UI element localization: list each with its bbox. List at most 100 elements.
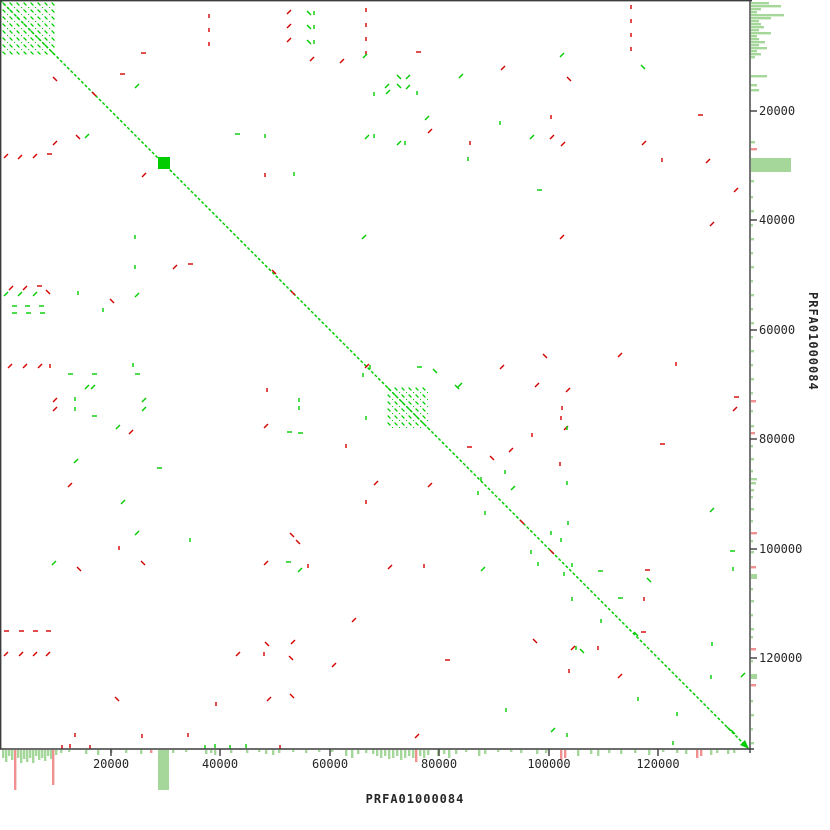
- hist-bar: [14, 750, 17, 790]
- match-mark: [510, 485, 516, 491]
- x-tick-label: 80000: [420, 757, 458, 771]
- hist-bar: [751, 432, 755, 435]
- hist-bar: [125, 750, 128, 753]
- hist-bar: [751, 89, 759, 92]
- hist-bar: [392, 750, 395, 758]
- main-diagonal: [0, 0, 749, 749]
- match-mark: [499, 364, 505, 370]
- hist-bar: [751, 2, 769, 5]
- match-mark: [529, 134, 535, 140]
- match-mark: [52, 76, 58, 82]
- hist-bar: [751, 280, 753, 283]
- match-mark: [120, 499, 126, 505]
- hist-bar: [751, 478, 757, 481]
- y-tick-label: 120000: [759, 651, 803, 665]
- match-mark: [519, 519, 525, 525]
- match-mark: [532, 638, 538, 644]
- hist-bar: [751, 210, 754, 213]
- match-mark: [22, 363, 28, 369]
- hist-bar: [396, 750, 399, 756]
- solid-repeat-square: [158, 157, 170, 169]
- match-mark: [297, 567, 303, 573]
- hist-bar: [11, 750, 14, 760]
- match-mark: [8, 285, 14, 291]
- hist-bar: [384, 750, 387, 756]
- hist-bar: [751, 728, 753, 731]
- hist-bar: [205, 750, 208, 754]
- hist-bar: [412, 750, 415, 758]
- hist-bar: [305, 750, 308, 753]
- match-mark: [134, 530, 140, 536]
- hist-bar: [751, 674, 757, 679]
- hist-bar: [408, 750, 411, 756]
- x-tick-label: 20000: [92, 757, 130, 771]
- match-mark: [384, 83, 390, 89]
- hist-bar: [751, 378, 754, 381]
- hist-bar: [210, 750, 213, 753]
- hist-bar: [465, 750, 468, 752]
- match-mark: [306, 24, 312, 30]
- hist-bar: [751, 148, 757, 151]
- hist-bar: [427, 750, 430, 755]
- hist-bar: [620, 750, 623, 754]
- hist-bar: [497, 750, 500, 752]
- hist-bar: [2, 750, 5, 758]
- hist-bar: [751, 44, 759, 47]
- match-mark: [172, 264, 178, 270]
- y-tick-label: 60000: [759, 323, 796, 337]
- hist-bar: [648, 750, 651, 755]
- match-mark: [549, 549, 555, 555]
- match-mark: [290, 639, 296, 645]
- y-tick-label: 40000: [759, 213, 796, 227]
- hist-bar: [29, 750, 32, 758]
- match-mark: [271, 269, 277, 275]
- match-mark: [134, 292, 140, 298]
- match-mark: [264, 641, 270, 647]
- diagonal-arrow: [740, 740, 749, 749]
- match-mark: [500, 65, 506, 71]
- hist-bar: [751, 410, 753, 413]
- match-mark: [309, 56, 315, 62]
- match-mark: [32, 291, 38, 297]
- hist-bar: [5, 750, 8, 762]
- hist-bar: [478, 750, 481, 756]
- hist-bar: [751, 600, 754, 603]
- hist-bar: [510, 750, 513, 752]
- match-mark: [51, 560, 57, 566]
- match-mark: [709, 507, 715, 513]
- hist-bar: [545, 750, 548, 753]
- match-mark: [726, 726, 732, 732]
- hist-bar: [258, 750, 261, 752]
- hist-bar: [733, 750, 736, 753]
- hist-bar: [751, 8, 761, 11]
- hist-bar: [751, 482, 756, 485]
- match-mark: [405, 84, 411, 90]
- hist-bar: [448, 750, 451, 758]
- match-mark: [432, 368, 438, 374]
- match-mark: [396, 140, 402, 146]
- hist-bar: [365, 750, 368, 753]
- x-tick-label: 60000: [311, 757, 349, 771]
- hist-bar: [560, 750, 563, 760]
- match-mark: [364, 134, 370, 140]
- match-mark: [286, 9, 292, 15]
- hist-bar: [751, 50, 757, 53]
- hist-bar: [751, 470, 753, 473]
- hist-bar: [751, 23, 761, 26]
- hist-bar: [318, 750, 321, 752]
- hist-bar: [278, 750, 281, 753]
- match-mark: [414, 733, 420, 739]
- match-mark: [263, 560, 269, 566]
- match-mark: [566, 76, 572, 82]
- hist-bar: [751, 742, 754, 745]
- match-mark: [424, 115, 430, 121]
- hist-bar: [172, 750, 175, 753]
- hist-bar: [23, 750, 26, 759]
- hist-bar: [35, 750, 38, 756]
- match-mark: [17, 291, 23, 297]
- match-mark: [289, 532, 295, 538]
- match-mark: [306, 39, 312, 45]
- hist-bar: [751, 32, 771, 35]
- hist-bar: [751, 425, 754, 428]
- match-mark: [387, 564, 393, 570]
